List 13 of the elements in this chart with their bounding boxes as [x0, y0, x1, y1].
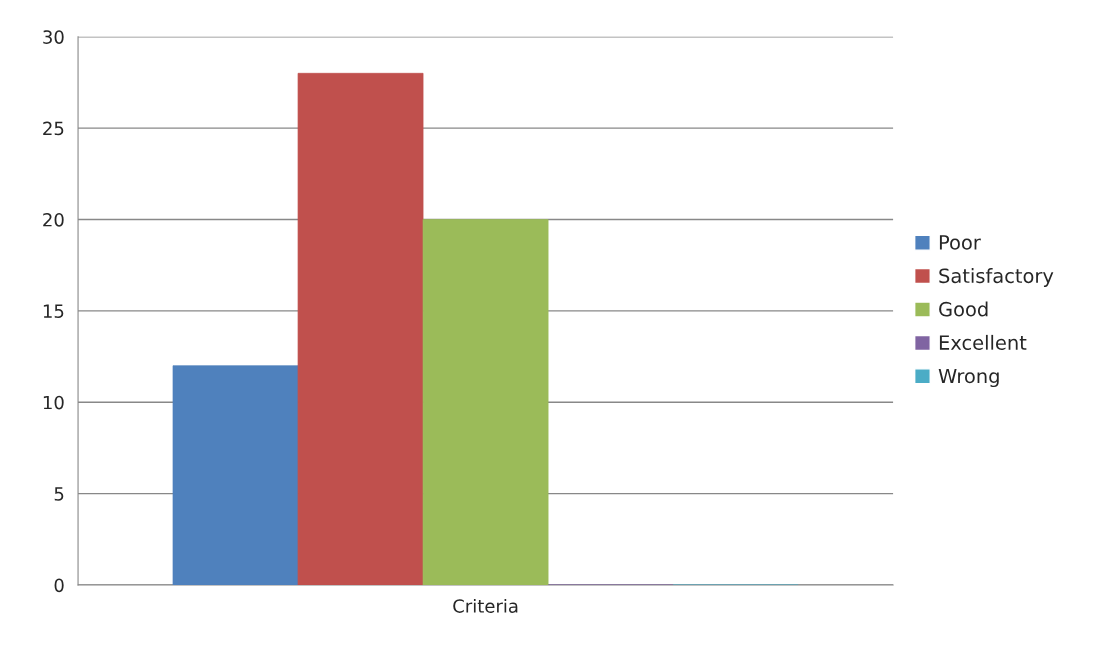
x-tick-label: Criteria: [453, 598, 518, 613]
legend-label: Wrong: [938, 368, 999, 388]
y-tick-label: 30: [43, 30, 64, 44]
legend-label: Excellent: [939, 334, 1027, 350]
legend-label: Satisfactory: [939, 268, 1054, 287]
y-tick-label: 20: [43, 212, 64, 227]
y-tick-label: 25: [43, 121, 64, 136]
y-tick-label: 15: [43, 304, 64, 319]
y-tick-label: 10: [43, 395, 64, 410]
y-tick-label: 5: [54, 487, 64, 501]
legend-label: Good: [939, 301, 988, 317]
legend-label: Poor: [939, 235, 981, 250]
y-tick-label: 0: [54, 578, 64, 593]
